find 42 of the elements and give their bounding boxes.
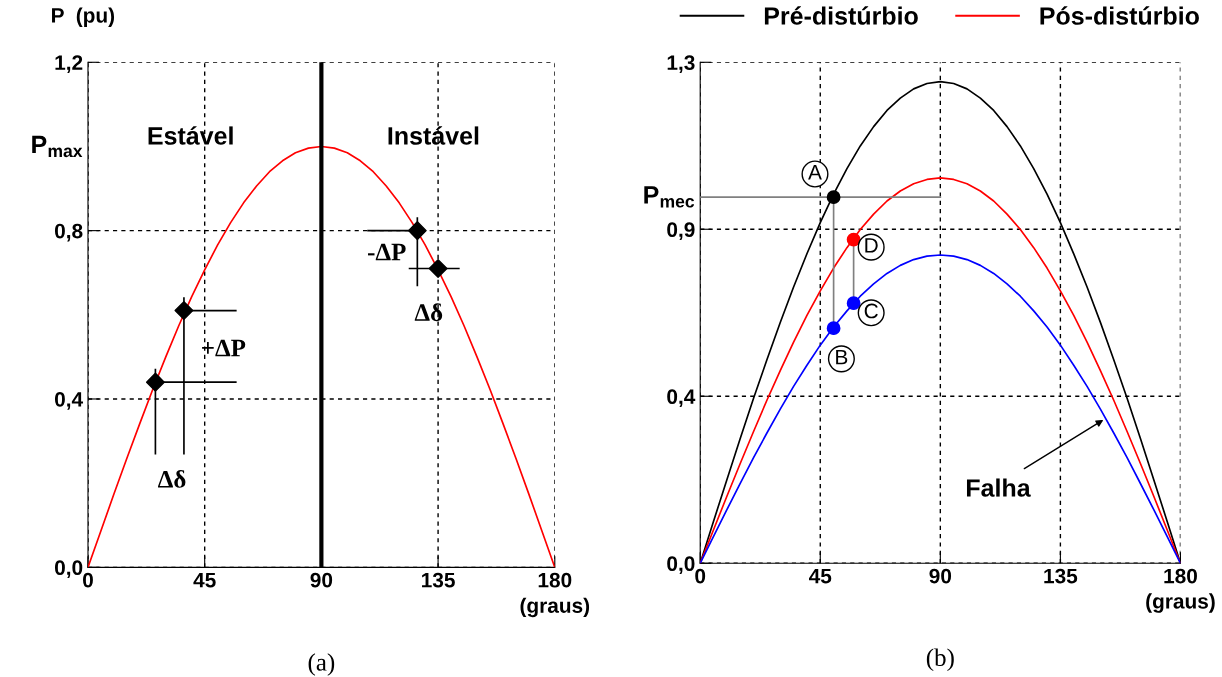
x-tick-label: 180	[538, 572, 572, 588]
y-tick-label: 0,4	[667, 389, 696, 408]
text: P$_{max}$	[32, 135, 83, 158]
y-tick-label: 0,9	[667, 222, 695, 241]
annotation: B	[836, 349, 848, 365]
annotation: A	[808, 165, 822, 180]
x-axis-title: (graus)	[1146, 593, 1215, 613]
x-tick-label: 135	[1044, 568, 1078, 584]
point	[145, 372, 165, 392]
y-tick-label: 0,4	[54, 391, 84, 410]
x-tick-label: 135	[422, 572, 455, 588]
legend-label: Pós-distúrbio	[1040, 6, 1199, 25]
x-tick-label: 0	[695, 568, 706, 584]
annotation: -ΔP	[368, 243, 406, 261]
text: P$_{mec}$	[644, 186, 695, 208]
y-tick-label: 0,8	[54, 223, 83, 242]
text: (b)	[926, 648, 954, 672]
x-tick-label: 0	[83, 572, 93, 588]
x-tick-label: 45	[809, 568, 832, 584]
annotation: Falha	[966, 478, 1031, 497]
point	[407, 221, 427, 241]
x-tick-label: 90	[310, 572, 333, 588]
annotation: Instável	[388, 126, 479, 145]
y-tick-label: 0,0	[667, 556, 695, 575]
annotation: Estável	[148, 126, 233, 145]
y-tick-label: 0,0	[54, 560, 83, 579]
text: (a)	[308, 653, 335, 676]
x-tick-label: 45	[193, 572, 216, 588]
point	[428, 259, 448, 278]
x-axis-title: (graus)	[520, 597, 590, 618]
y-tick-label: 1,3	[667, 55, 695, 74]
x-tick-label: 90	[929, 568, 952, 584]
annotation: D	[865, 238, 878, 253]
point	[174, 301, 194, 321]
annotation: Δδ	[158, 470, 186, 488]
y-tick-label: 1,2	[55, 55, 83, 74]
y-axis-title: P (pu)	[52, 7, 115, 27]
annotation: C	[864, 303, 878, 319]
annotation: +ΔP	[202, 339, 246, 357]
annotation: Δδ	[414, 303, 443, 322]
x-tick-label: 180	[1164, 568, 1197, 584]
legend-label: Pré-distúrbio	[764, 6, 918, 25]
